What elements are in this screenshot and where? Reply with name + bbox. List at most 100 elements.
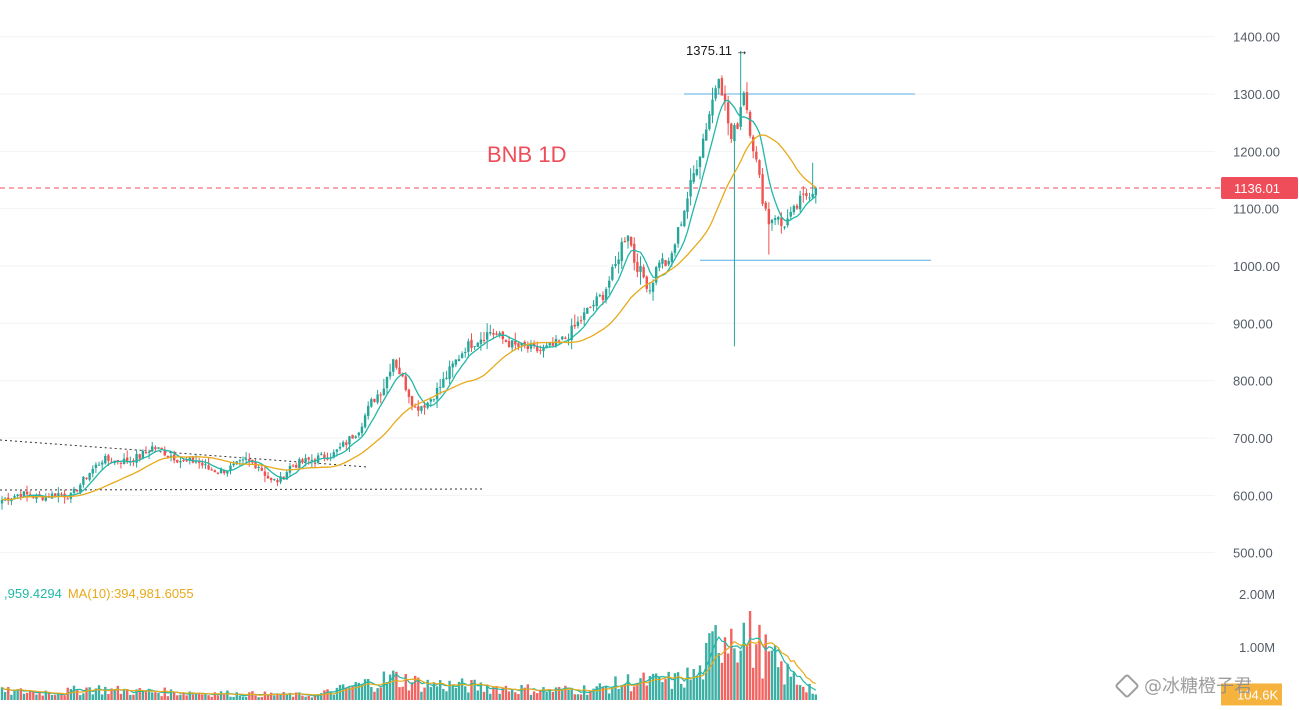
volume-bar	[370, 686, 373, 700]
candle-down	[373, 398, 376, 402]
candle-up	[435, 387, 439, 400]
volume-bar	[736, 662, 739, 700]
volume-bar	[129, 694, 132, 700]
candle-down	[723, 94, 727, 102]
volume-bar	[579, 694, 583, 700]
volume-bar	[151, 692, 154, 700]
candle-down	[398, 367, 401, 375]
volume-bar	[260, 697, 263, 700]
candle-up	[510, 340, 514, 348]
candle-down	[495, 333, 498, 335]
volume-tick-label: 2.00M	[1239, 587, 1275, 602]
volume-bar	[44, 690, 48, 700]
candle-up	[586, 308, 589, 314]
volume-ma10-value: MA(10):394,981.6055	[67, 586, 194, 601]
volume-bar	[341, 684, 345, 700]
volume-bar	[126, 689, 129, 700]
candle-down	[573, 324, 576, 327]
candle-up	[808, 197, 811, 199]
candle-down	[761, 174, 764, 204]
volume-bar	[789, 676, 792, 700]
volume-bar	[94, 688, 98, 700]
candle-down	[85, 477, 88, 479]
candle-up	[548, 342, 551, 346]
volume-bar	[257, 697, 260, 700]
candle-up	[320, 453, 323, 455]
candle-down	[19, 493, 22, 497]
volume-bar	[764, 634, 767, 700]
volume-bar	[232, 696, 235, 700]
volume-bar	[141, 690, 145, 700]
volume-bar	[467, 692, 470, 700]
volume-bar	[501, 687, 504, 700]
volume-bar	[642, 672, 645, 700]
candle-up	[204, 464, 207, 466]
candle-up	[611, 267, 614, 280]
candle-up	[485, 332, 489, 340]
volume-bar	[335, 687, 339, 700]
volume-bar	[586, 694, 589, 700]
volume-bar	[510, 689, 514, 700]
candle-down	[764, 202, 767, 209]
candle-up	[811, 193, 814, 198]
volume-bar	[204, 693, 207, 700]
volume-bar	[686, 667, 689, 700]
volume-bar	[25, 692, 29, 700]
candle-down	[564, 337, 567, 339]
volume-bar	[795, 684, 799, 700]
candle-up	[661, 258, 664, 264]
volume-bar	[35, 694, 38, 700]
volume-bar	[219, 691, 223, 700]
candle-down	[736, 123, 739, 129]
volume-bar	[238, 695, 242, 700]
price-tick-label: 800.00	[1233, 374, 1273, 389]
volume-bar	[654, 673, 658, 700]
candle-up	[88, 473, 91, 480]
volume-bar	[223, 694, 226, 700]
volume-bar	[752, 667, 755, 700]
volume-bar	[633, 686, 636, 700]
candle-up	[229, 465, 232, 471]
candle-down	[266, 475, 270, 479]
candle-up	[370, 399, 373, 407]
moving-average-lines	[1, 99, 817, 501]
volume-bar	[57, 693, 60, 700]
price-tick-label: 500.00	[1233, 546, 1273, 561]
volume-bar	[345, 687, 348, 700]
volume-bar	[373, 691, 376, 700]
candle-up	[576, 321, 580, 326]
price-tick-label: 1400.00	[1233, 30, 1280, 45]
volume-bar	[614, 676, 617, 700]
volume-bar	[216, 695, 220, 700]
candle-down	[532, 343, 536, 346]
current-price-badge	[1221, 177, 1298, 200]
candle-up	[773, 218, 777, 220]
volume-bar	[792, 672, 796, 700]
volume-bar	[379, 687, 382, 700]
candle-up	[545, 345, 548, 348]
candle-down	[423, 405, 426, 408]
volume-bar	[526, 684, 530, 700]
candle-up	[169, 455, 173, 458]
volume-bar	[454, 688, 458, 700]
candle-down	[636, 262, 639, 273]
volume-bar	[288, 692, 292, 700]
volume-bar	[532, 691, 536, 700]
volume-bar	[60, 694, 63, 700]
volume-bar	[332, 694, 335, 700]
volume-bar	[495, 686, 498, 700]
volume-bar	[82, 693, 85, 700]
candle-up	[460, 353, 464, 358]
candle-up	[273, 479, 276, 481]
candle-down	[730, 123, 733, 140]
candle-down	[514, 340, 517, 345]
candle-down	[470, 339, 473, 348]
volume-bar	[69, 689, 73, 700]
candle-down	[248, 459, 251, 461]
candle-down	[66, 498, 69, 500]
candle-down	[752, 136, 755, 152]
candle-up	[608, 280, 611, 288]
candle-up	[135, 453, 138, 463]
candle-up	[432, 399, 436, 401]
